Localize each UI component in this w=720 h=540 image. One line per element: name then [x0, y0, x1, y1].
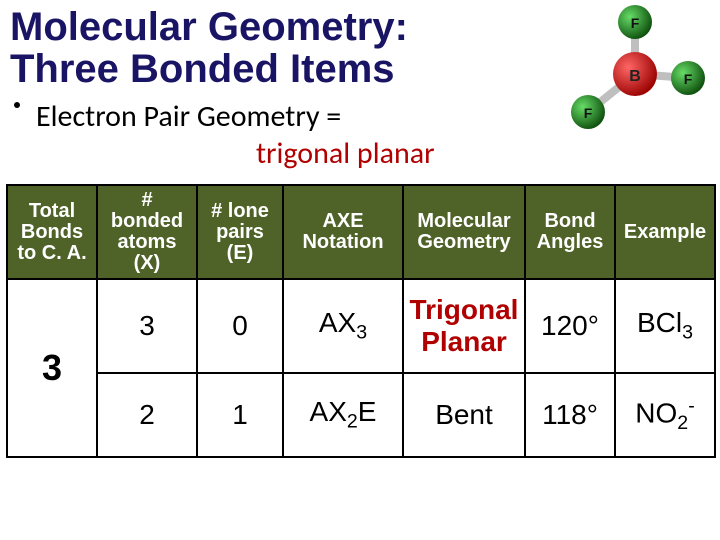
- table-row: 3 3 0 AX3 TrigonalPlanar 120° BCl3: [7, 279, 715, 373]
- cell-example: NO2-: [615, 373, 715, 457]
- bullet-icon: [14, 102, 20, 108]
- col-lone-pairs: # lonepairs(E): [197, 185, 283, 279]
- cell-bonded: 3: [97, 279, 197, 373]
- cell-example: BCl3: [615, 279, 715, 373]
- cell-lone: 0: [197, 279, 283, 373]
- col-mol-geom: MolecularGeometry: [403, 185, 525, 279]
- cell-angle: 118°: [525, 373, 615, 457]
- cell-axe: AX2E: [283, 373, 403, 457]
- table-row: 2 1 AX2E Bent 118° NO2-: [7, 373, 715, 457]
- col-example: Example: [615, 185, 715, 279]
- bullet-text-line2: trigonal planar: [36, 135, 710, 172]
- col-bonded-atoms: #bondedatoms(X): [97, 185, 197, 279]
- cell-geom: TrigonalPlanar: [403, 279, 525, 373]
- table-header-row: TotalBondsto C. A. #bondedatoms(X) # lon…: [7, 185, 715, 279]
- slide-title-line2: Three Bonded Items: [10, 47, 395, 91]
- cell-total-bonds: 3: [7, 279, 97, 457]
- atom-f-r-label: F: [684, 71, 693, 87]
- atom-center-label: B: [629, 68, 641, 85]
- bullet-text-line1: Electron Pair Geometry =: [36, 98, 710, 135]
- cell-lone: 1: [197, 373, 283, 457]
- cell-geom: Bent: [403, 373, 525, 457]
- col-bond-angles: BondAngles: [525, 185, 615, 279]
- slide-title-line1: Molecular Geometry:: [10, 5, 408, 49]
- cell-axe: AX3: [283, 279, 403, 373]
- col-axe: AXENotation: [283, 185, 403, 279]
- atom-f-top-label: F: [631, 15, 640, 31]
- geometry-table: TotalBondsto C. A. #bondedatoms(X) # lon…: [6, 184, 716, 458]
- cell-bonded: 2: [97, 373, 197, 457]
- col-total-bonds: TotalBondsto C. A.: [7, 185, 97, 279]
- cell-angle: 120°: [525, 279, 615, 373]
